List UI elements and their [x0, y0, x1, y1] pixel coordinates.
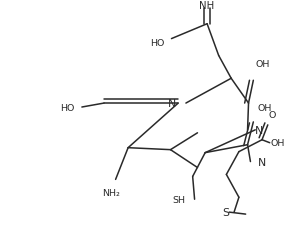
Text: N: N: [168, 99, 176, 109]
Text: OH: OH: [255, 60, 270, 69]
Text: N: N: [258, 157, 267, 167]
Text: OH: OH: [271, 139, 285, 148]
Text: NH₂: NH₂: [102, 188, 120, 197]
Text: OH: OH: [257, 103, 272, 112]
Text: S: S: [222, 207, 229, 217]
Text: HO: HO: [60, 103, 75, 112]
Text: HO: HO: [150, 39, 164, 48]
Text: N: N: [255, 125, 263, 135]
Text: NH: NH: [199, 1, 215, 11]
Text: SH: SH: [172, 195, 185, 204]
Text: O: O: [269, 111, 276, 120]
